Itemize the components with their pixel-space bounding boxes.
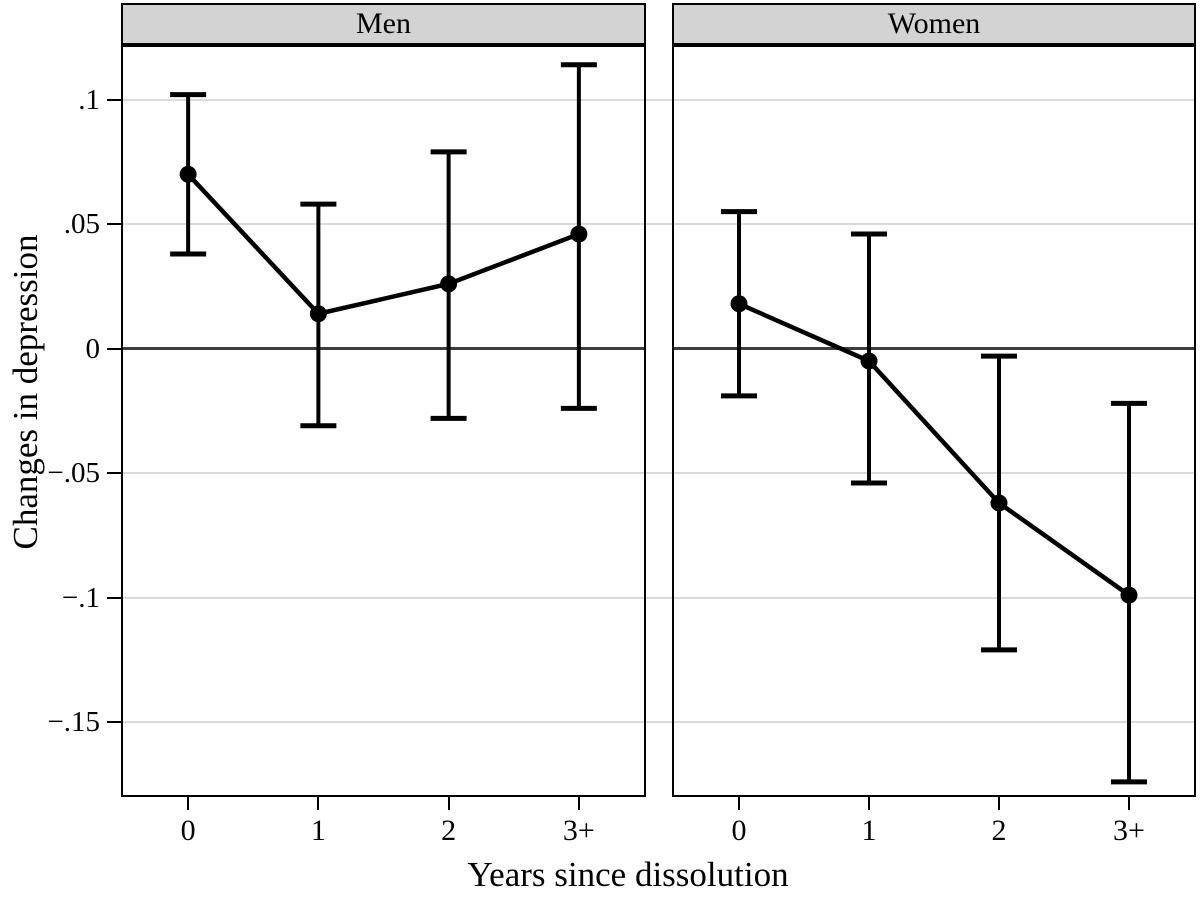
y-axis-tick	[107, 98, 121, 101]
x-axis-tick	[577, 797, 580, 810]
x-axis-tick	[868, 797, 870, 810]
y-axis-tick	[107, 721, 121, 724]
x-axis-tick	[447, 797, 450, 810]
data-point-marker	[860, 352, 878, 370]
series-plot-men	[170, 62, 597, 429]
y-gridline	[121, 596, 1196, 599]
series-line	[738, 301, 1131, 597]
data-point-marker	[730, 295, 748, 313]
data-point-marker	[570, 225, 588, 243]
y-gridline	[121, 223, 1196, 226]
y-gridline	[121, 721, 1196, 724]
x-axis-tick	[317, 797, 320, 810]
x-tick-label: 0	[731, 814, 747, 847]
series-line	[186, 172, 580, 317]
data-point-marker	[990, 494, 1008, 512]
panel-title: Women	[887, 7, 981, 40]
x-tick-label: 2	[991, 814, 1007, 847]
y-tick-label: .05	[63, 208, 100, 241]
y-tick-label: 0	[85, 332, 101, 365]
data-point-marker	[1120, 586, 1138, 604]
y-axis-tick	[107, 347, 121, 350]
data-point-marker	[440, 275, 458, 293]
x-axis-title: Years since dissolution	[467, 855, 789, 894]
x-axis-tick	[187, 797, 190, 810]
x-tick-label: 1	[310, 814, 326, 847]
series-plot-women	[721, 209, 1147, 785]
y-gridline	[121, 98, 1196, 101]
x-tick-label: 3+	[1113, 814, 1145, 847]
y-tick-label: −.15	[47, 706, 100, 739]
zero-reference-line	[123, 347, 644, 351]
y-axis-tick	[107, 596, 121, 599]
data-point-marker	[309, 305, 327, 323]
x-tick-label: 2	[441, 814, 457, 847]
x-tick-label: 1	[861, 814, 877, 847]
panel-men: Men	[121, 3, 646, 797]
y-axis-tick	[107, 472, 121, 475]
y-tick-label: −.1	[61, 581, 100, 614]
panel-header: Men	[123, 5, 644, 47]
x-axis-tick	[998, 797, 1000, 810]
y-axis-tick	[107, 223, 121, 226]
data-point-marker	[179, 165, 197, 183]
zero-reference-line	[674, 347, 1194, 351]
panel-header: Women	[674, 5, 1194, 47]
panel-women: Women	[672, 3, 1196, 797]
panel-title: Men	[356, 7, 411, 40]
x-axis-tick	[738, 797, 740, 810]
y-gridline	[121, 472, 1196, 475]
y-tick-label: .1	[78, 83, 100, 116]
x-tick-label: 0	[180, 814, 196, 847]
x-tick-label: 3+	[562, 814, 595, 847]
y-tick-label: −.05	[47, 457, 100, 490]
x-axis-tick	[1128, 797, 1130, 810]
